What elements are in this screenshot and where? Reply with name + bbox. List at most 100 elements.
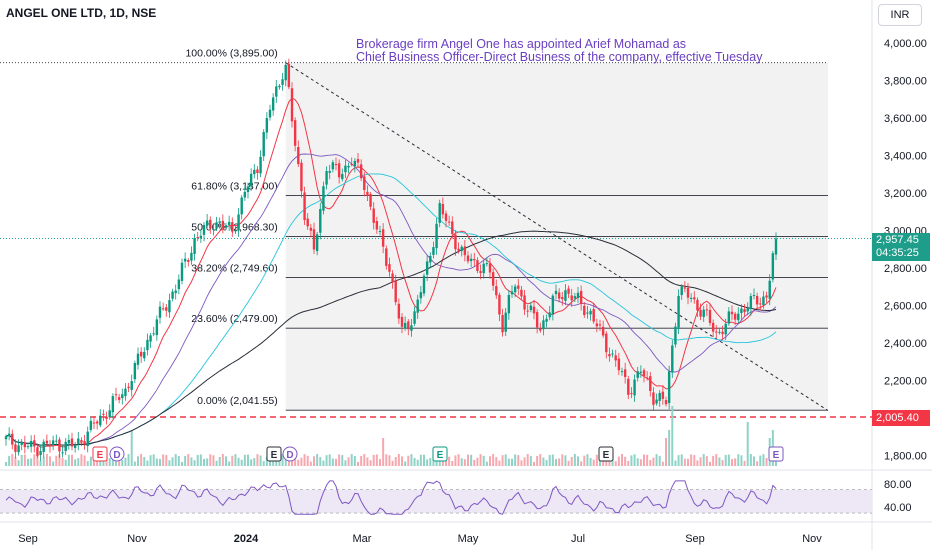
- candle-body: [64, 441, 67, 452]
- candle-body: [705, 309, 709, 311]
- candle-body: [557, 292, 561, 299]
- candle-body: [249, 173, 253, 187]
- candle-body: [520, 289, 523, 297]
- candle-body: [391, 273, 394, 283]
- candle-body: [89, 420, 93, 430]
- volume-bar: [567, 460, 570, 466]
- candle-body: [768, 280, 771, 299]
- volume-bar: [80, 454, 83, 466]
- candle-body: [539, 328, 542, 331]
- candle-body: [435, 223, 438, 249]
- candle-body: [177, 279, 181, 290]
- candle-body: [551, 295, 555, 314]
- candle-body: [281, 79, 284, 85]
- volume-bar: [470, 454, 473, 466]
- volume-bar: [749, 454, 752, 466]
- volume-bar: [181, 461, 183, 466]
- time-axis: Sep Nov 2024 Mar May Jul Sep Nov: [18, 533, 822, 545]
- volume-bar: [146, 460, 149, 466]
- candle-body: [601, 326, 605, 336]
- volume-bar: [61, 457, 64, 466]
- candle-body: [743, 309, 746, 313]
- volume-bar: [8, 456, 11, 466]
- candle-body: [152, 333, 155, 335]
- candle-body: [363, 176, 366, 190]
- volume-bar: [624, 456, 627, 466]
- volume-bar: [331, 458, 334, 466]
- volume-bar: [388, 455, 391, 466]
- moving-averages: [5, 97, 777, 448]
- volume-bar: [746, 422, 749, 466]
- volume-bar: [231, 455, 234, 466]
- volume-bar: [77, 458, 80, 466]
- candle-body: [460, 246, 463, 252]
- volume-bar: [671, 406, 674, 466]
- candle-body: [275, 86, 278, 97]
- candle-body: [649, 376, 652, 391]
- candle-body: [322, 186, 325, 211]
- volume-bar: [221, 454, 224, 466]
- candle-body: [83, 441, 86, 445]
- volume-bar: [573, 454, 576, 466]
- candle-body: [171, 291, 174, 299]
- candle-body: [315, 234, 319, 252]
- volume-bar: [495, 457, 498, 466]
- volume-bar: [564, 455, 567, 466]
- volume-bar: [753, 456, 755, 466]
- dividend-event-marker: [109, 446, 125, 462]
- candle-body: [759, 303, 762, 305]
- candle-body: [627, 378, 630, 395]
- candle-body: [51, 440, 55, 446]
- candle-body: [523, 295, 526, 310]
- candle-body: [699, 309, 702, 317]
- volume-bar: [457, 454, 460, 466]
- volume-bar: [630, 455, 633, 466]
- volume-bar: [360, 455, 363, 466]
- candle-body: [403, 322, 407, 329]
- candle-body: [454, 234, 457, 250]
- volume-bar: [247, 454, 249, 466]
- volume-bar: [507, 458, 510, 466]
- volume-bar: [397, 454, 400, 466]
- volume-bar: [473, 459, 476, 466]
- volume-bar: [407, 455, 410, 466]
- candle-body: [400, 316, 404, 327]
- candle-body: [457, 248, 460, 251]
- volume-bar: [410, 454, 413, 466]
- candle-body: [711, 322, 715, 332]
- moving-average-line: [5, 230, 777, 446]
- candle-body: [111, 396, 115, 413]
- currency-selector[interactable]: INR: [878, 4, 922, 26]
- volume-bar: [39, 460, 42, 466]
- volume-bar: [677, 455, 680, 466]
- volume-bar: [737, 454, 740, 466]
- volume-bar: [658, 455, 661, 466]
- candle-body: [633, 379, 636, 396]
- candle-body: [174, 290, 177, 294]
- candle-body: [312, 229, 316, 250]
- volume-bar: [11, 454, 14, 466]
- volume-bar: [99, 461, 102, 466]
- volume-bar: [514, 454, 517, 466]
- level-price-tag: 2,005.40: [872, 410, 930, 426]
- event-marker-label: E: [271, 450, 278, 461]
- volume-bar: [605, 458, 608, 466]
- candle-body: [319, 208, 322, 233]
- candle-body: [485, 263, 489, 265]
- candle-body: [718, 331, 721, 333]
- time-tick-label: Jul: [571, 533, 585, 545]
- volume-bar: [740, 455, 743, 466]
- candle-body: [752, 295, 756, 297]
- candle-body: [293, 120, 297, 146]
- candle-body: [564, 290, 567, 301]
- candle-body: [413, 311, 416, 324]
- volume-bar: [225, 456, 227, 466]
- volume-bar: [165, 455, 168, 466]
- candle-body: [143, 351, 146, 359]
- volume-bar: [705, 456, 708, 466]
- candle-body: [495, 286, 498, 296]
- volume-bar: [306, 455, 309, 466]
- volume-bar: [416, 459, 419, 466]
- volume-bar: [687, 458, 689, 466]
